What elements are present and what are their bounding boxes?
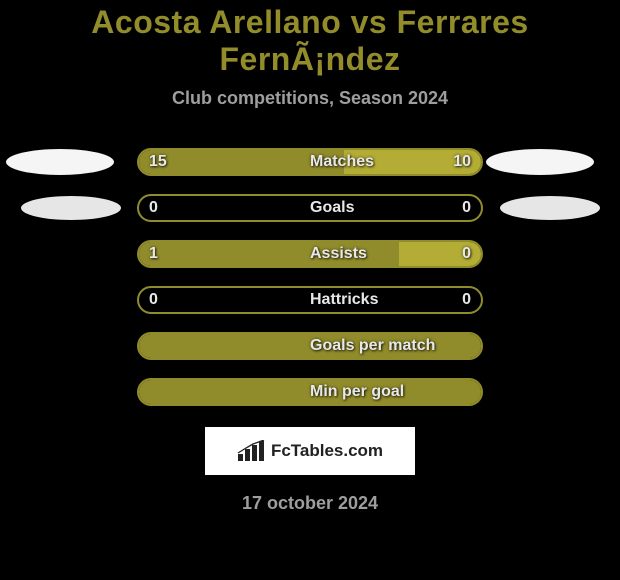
- date-label: 17 october 2024: [242, 493, 378, 514]
- page-title: Acosta Arellano vs Ferrares FernÃ¡ndez: [0, 4, 620, 78]
- source-badge-text: FcTables.com: [271, 441, 383, 461]
- stat-label: Hattricks: [310, 291, 378, 309]
- stat-value-right: 0: [462, 199, 471, 217]
- stat-bar-track: 1 0 Assists: [137, 240, 483, 268]
- stat-label: Assists: [310, 245, 367, 263]
- stat-label: Goals per match: [310, 337, 435, 355]
- source-badge: FcTables.com: [205, 427, 415, 475]
- chart-icon: [237, 440, 265, 462]
- stat-bar-track: 0 0 Goals: [137, 194, 483, 222]
- stat-row: Goals per match: [0, 323, 620, 369]
- comparison-infographic: Acosta Arellano vs Ferrares FernÃ¡ndez C…: [0, 0, 620, 514]
- player-avatar-placeholder: [21, 196, 121, 220]
- stat-value-right: 0: [462, 291, 471, 309]
- stat-row: 0 0 Goals: [0, 185, 620, 231]
- stat-label: Min per goal: [310, 383, 404, 401]
- stat-value-left: 0: [149, 291, 158, 309]
- stats-chart: 1510Matches00Goals10Assists00HattricksGo…: [0, 139, 620, 415]
- player-avatar-placeholder: [6, 149, 114, 175]
- stat-value-right: 0: [462, 245, 471, 263]
- stat-bar-track: 0 0 Hattricks: [137, 286, 483, 314]
- stat-row: 0 0 Hattricks: [0, 277, 620, 323]
- player-avatar-placeholder: [486, 149, 594, 175]
- stat-bar-track: Min per goal: [137, 378, 483, 406]
- stat-label: Matches: [310, 153, 374, 171]
- stat-label: Goals: [310, 199, 354, 217]
- subtitle: Club competitions, Season 2024: [172, 88, 448, 109]
- stat-row: 1 0 Assists: [0, 231, 620, 277]
- stat-row: 15 10 Matches: [0, 139, 620, 185]
- stat-value-left: 0: [149, 199, 158, 217]
- stat-bar-track: 15 10 Matches: [137, 148, 483, 176]
- stat-value-left: 1: [149, 245, 158, 263]
- stat-bar-track: Goals per match: [137, 332, 483, 360]
- player-avatar-placeholder: [500, 196, 600, 220]
- stat-row: Min per goal: [0, 369, 620, 415]
- stat-value-left: 15: [149, 153, 167, 171]
- stat-value-right: 10: [453, 153, 471, 171]
